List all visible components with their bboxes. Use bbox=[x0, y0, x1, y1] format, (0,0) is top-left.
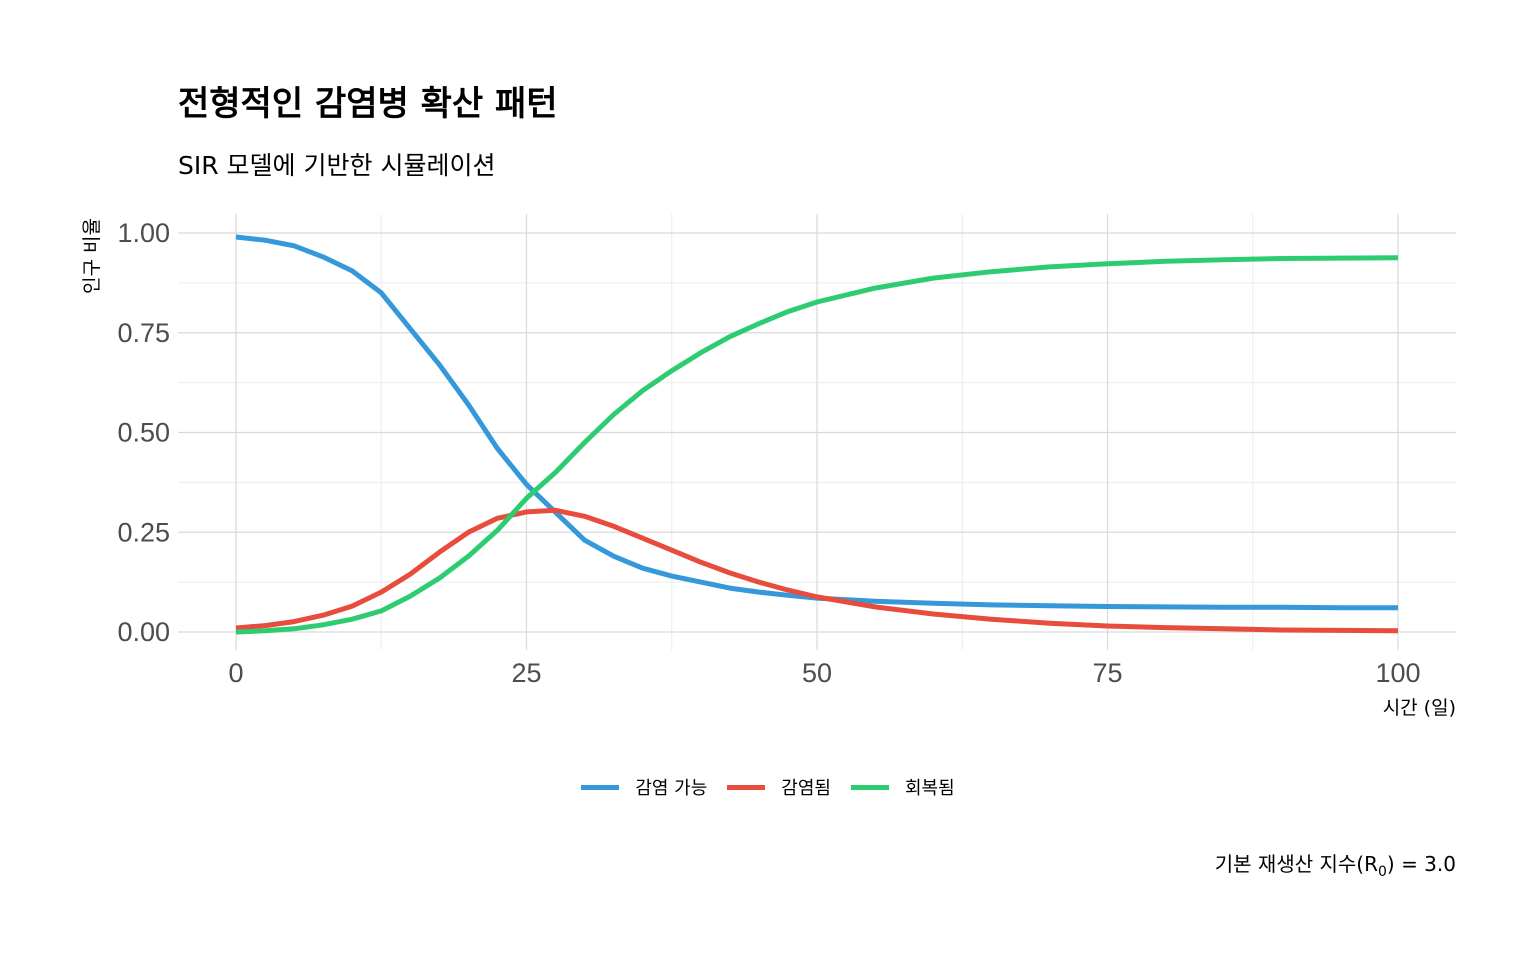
x-tick-label: 50 bbox=[802, 658, 832, 688]
legend-key-infected bbox=[727, 784, 766, 790]
legend: 감염 가능 감염됨 회복됨 bbox=[0, 774, 1536, 800]
caption-subscript: 0 bbox=[1377, 864, 1387, 880]
series-line-susceptible bbox=[235, 234, 1398, 611]
legend-item-infected: 감염됨 bbox=[727, 774, 831, 800]
x-tick-label: 75 bbox=[1092, 658, 1122, 688]
x-tick-label: 25 bbox=[511, 658, 541, 688]
x-axis-ticks: 0 25 50 75 100 bbox=[228, 658, 1420, 688]
series-line-recovered bbox=[235, 255, 1399, 635]
y-tick-label: 1.00 bbox=[117, 218, 170, 248]
legend-item-recovered: 회복됨 bbox=[850, 774, 955, 800]
r0-caption: 기본 재생산 지수(R0) = 3.0 bbox=[1215, 848, 1456, 880]
legend-key-recovered bbox=[850, 784, 889, 790]
caption-suffix: ) = 3.0 bbox=[1386, 852, 1456, 876]
legend-label-recovered: 회복됨 bbox=[904, 778, 955, 799]
y-tick-label: 0.25 bbox=[117, 517, 170, 547]
y-tick-label: 0.75 bbox=[117, 318, 170, 348]
series-line-infected bbox=[235, 507, 1399, 634]
chart-subtitle: SIR 모델에 기반한 시뮬레이션 bbox=[178, 151, 496, 180]
y-tick-label: 0.50 bbox=[117, 418, 170, 448]
y-axis-title: 인구 비율 bbox=[81, 218, 103, 294]
chart-title: 전형적인 감염병 확산 패턴 bbox=[178, 84, 558, 124]
x-tick-label: 100 bbox=[1375, 658, 1420, 688]
y-axis-ticks: 0.00 0.25 0.50 0.75 1.00 bbox=[117, 218, 170, 647]
x-axis-title: 시간 (일) bbox=[1383, 697, 1456, 719]
x-tick-label: 0 bbox=[228, 658, 243, 688]
legend-key-susceptible bbox=[581, 784, 620, 790]
y-tick-label: 0.00 bbox=[117, 617, 170, 647]
major-gridlines bbox=[178, 214, 1456, 650]
legend-label-susceptible: 감염 가능 bbox=[635, 778, 708, 799]
legend-label-infected: 감염됨 bbox=[781, 778, 831, 799]
legend-item-susceptible: 감염 가능 bbox=[581, 774, 707, 800]
series-lines bbox=[235, 234, 1399, 635]
caption-prefix: 기본 재생산 지수(R bbox=[1214, 852, 1378, 876]
